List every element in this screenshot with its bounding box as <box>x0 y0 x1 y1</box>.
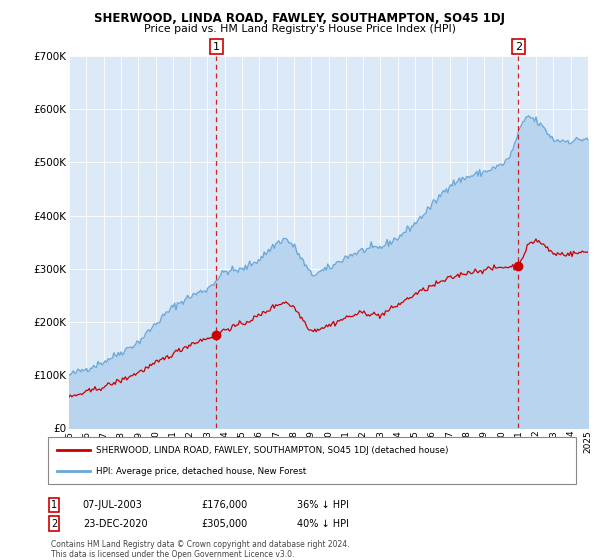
Text: 23-DEC-2020: 23-DEC-2020 <box>83 519 148 529</box>
Text: 36% ↓ HPI: 36% ↓ HPI <box>297 500 349 510</box>
Text: 40% ↓ HPI: 40% ↓ HPI <box>297 519 349 529</box>
Text: HPI: Average price, detached house, New Forest: HPI: Average price, detached house, New … <box>96 466 306 475</box>
Text: This data is licensed under the Open Government Licence v3.0.: This data is licensed under the Open Gov… <box>51 550 295 559</box>
Text: SHERWOOD, LINDA ROAD, FAWLEY, SOUTHAMPTON, SO45 1DJ (detached house): SHERWOOD, LINDA ROAD, FAWLEY, SOUTHAMPTO… <box>96 446 449 455</box>
Text: 2: 2 <box>515 41 522 52</box>
Text: SHERWOOD, LINDA ROAD, FAWLEY, SOUTHAMPTON, SO45 1DJ: SHERWOOD, LINDA ROAD, FAWLEY, SOUTHAMPTO… <box>95 12 505 25</box>
Text: 1: 1 <box>213 41 220 52</box>
Text: 07-JUL-2003: 07-JUL-2003 <box>83 500 143 510</box>
Text: Contains HM Land Registry data © Crown copyright and database right 2024.: Contains HM Land Registry data © Crown c… <box>51 540 349 549</box>
Text: £176,000: £176,000 <box>201 500 247 510</box>
Text: 2: 2 <box>51 519 57 529</box>
Text: £305,000: £305,000 <box>201 519 247 529</box>
Text: 1: 1 <box>51 500 57 510</box>
Text: Price paid vs. HM Land Registry's House Price Index (HPI): Price paid vs. HM Land Registry's House … <box>144 24 456 34</box>
